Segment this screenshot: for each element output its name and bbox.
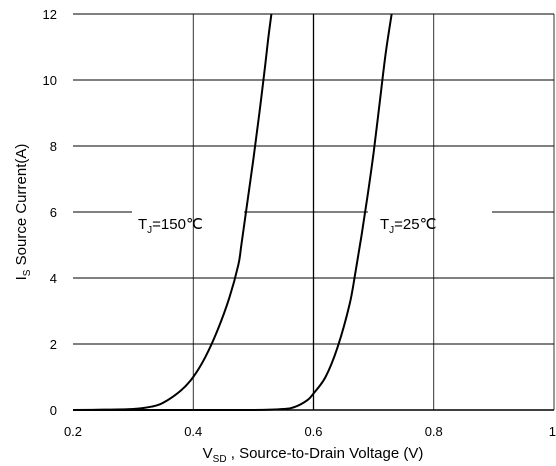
y-axis-title-sub: S [22,269,33,276]
y-tick-label: 4 [50,271,57,286]
x-axis-title-rest: , Source-to-Drain Voltage (V) [227,445,424,462]
x-tick-label: 0.8 [425,424,443,439]
x-tick-label: 1 [549,424,556,439]
y-tick-label: 12 [43,7,57,22]
x-tick-label: 0.2 [64,424,82,439]
y-tick-label: 6 [50,205,57,220]
x-tick-label: 0.6 [304,424,322,439]
y-tick-label: 0 [50,403,57,418]
y-axis-title-main: I [13,276,30,280]
series-line-0 [72,13,273,411]
curves [72,13,393,412]
y-tick-label: 2 [50,337,57,352]
y-axis-title-rest: Source Current(A) [13,144,30,270]
series-label-1: TJ=25℃ [380,216,436,236]
x-axis-title-sub: SD [213,454,227,465]
x-axis-title-main: V [203,445,213,462]
series-label-0: TJ=150℃ [138,216,203,236]
x-axis-title: VSD , Source-to-Drain Voltage (V) [203,445,424,465]
y-axis-title: IS Source Current(A) [13,144,33,281]
series-line-1 [73,13,393,412]
x-tick-label: 0.4 [184,424,202,439]
tick-labels: 0 2 4 6 8 10 12 0.2 0.4 0.6 0.8 1 [43,7,556,439]
y-tick-label: 8 [50,139,57,154]
grid [73,13,555,411]
y-tick-label: 10 [43,73,57,88]
series-labels: TJ=150℃ TJ=25℃ [138,216,436,236]
